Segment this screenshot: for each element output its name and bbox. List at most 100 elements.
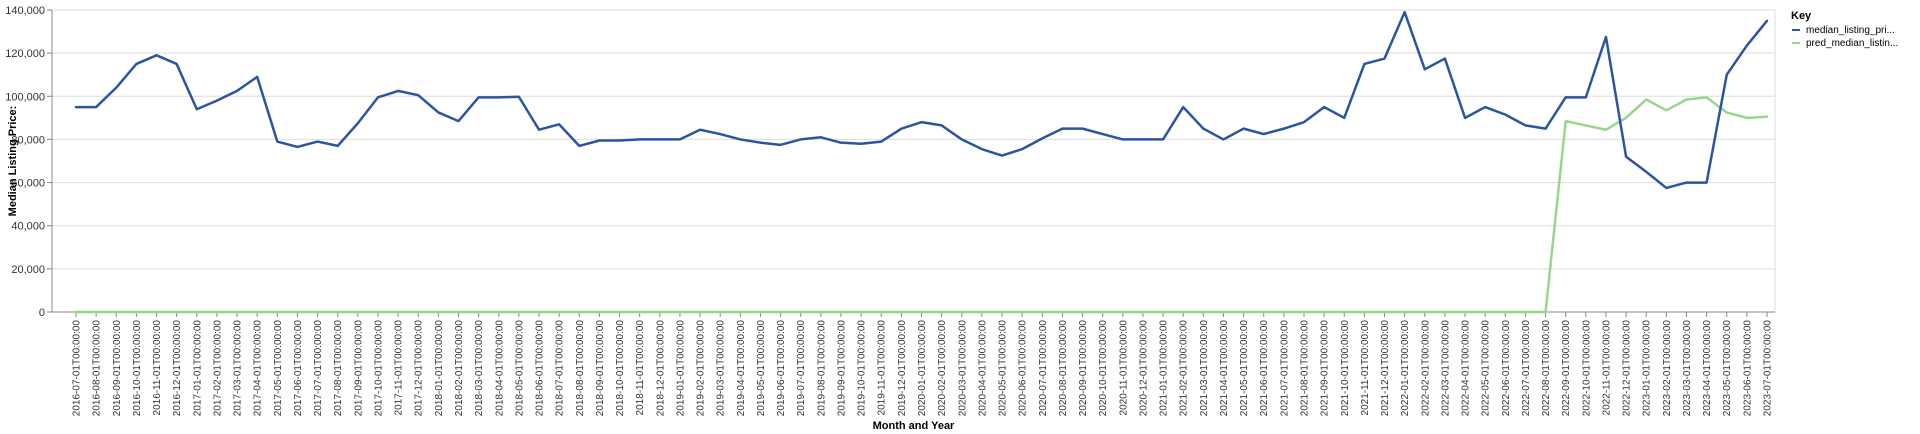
x-tick-label: 2021-08-01T00:00:00 — [1299, 320, 1310, 417]
x-tick-label: 2021-12-01T00:00:00 — [1380, 320, 1391, 417]
x-tick-label: 2021-05-01T00:00:00 — [1239, 320, 1250, 417]
x-tick-label: 2018-01-01T00:00:00 — [434, 320, 445, 417]
x-tick-label: 2017-07-01T00:00:00 — [313, 320, 324, 417]
x-tick-label: 2021-06-01T00:00:00 — [1259, 320, 1270, 417]
x-tick-label: 2016-09-01T00:00:00 — [112, 320, 123, 417]
x-tick-label: 2018-08-01T00:00:00 — [575, 320, 586, 417]
y-tick-label: 60,000 — [11, 178, 45, 190]
x-tick-label: 2017-01-01T00:00:00 — [192, 320, 203, 417]
x-tick-label: 2017-08-01T00:00:00 — [333, 320, 344, 417]
x-tick-label: 2016-12-01T00:00:00 — [172, 320, 183, 417]
x-tick-label: 2023-02-01T00:00:00 — [1662, 320, 1673, 417]
y-axis-title: Median Listing Price: — [7, 106, 19, 217]
x-tick-label: 2022-12-01T00:00:00 — [1622, 320, 1633, 417]
x-axis: 2016-07-01T00:00:00 2016-08-01T00:00:00 20… — [52, 311, 1775, 417]
x-tick-label: 2023-07-01T00:00:00 — [1763, 320, 1774, 417]
x-tick-label: 2017-03-01T00:00:00 — [233, 320, 244, 417]
x-tick-label: 2022-06-01T00:00:00 — [1501, 320, 1512, 417]
x-tick-label: 2022-03-01T00:00:00 — [1440, 320, 1451, 417]
y-tick-label: 100,000 — [5, 91, 45, 103]
x-tick-label: 2017-11-01T00:00:00 — [394, 320, 405, 416]
gridlines — [51, 9, 1776, 313]
x-tick-label: 2021-03-01T00:00:00 — [1199, 320, 1210, 417]
x-tick-label: 2020-01-01T00:00:00 — [917, 320, 928, 417]
y-axis: 0 20,000 40,000 60,000 80,000 100,000 120,000 1… — [5, 5, 53, 319]
x-tick-label: 2019-03-01T00:00:00 — [716, 320, 727, 417]
x-tick-label: 2018-11-01T00:00:00 — [635, 320, 646, 416]
y-tick-label: 0 — [39, 307, 45, 319]
legend-label-1: pred_median_listin... — [1806, 38, 1898, 49]
x-tick-label: 2021-02-01T00:00:00 — [1179, 320, 1190, 417]
legend-title: Key — [1791, 10, 1812, 22]
x-tick-label: 2022-02-01T00:00:00 — [1420, 320, 1431, 417]
x-tick-label: 2017-06-01T00:00:00 — [293, 320, 304, 417]
plot-frame — [51, 9, 1776, 313]
x-tick-label: 2022-11-01T00:00:00 — [1601, 320, 1612, 416]
x-tick-label: 2017-04-01T00:00:00 — [253, 320, 264, 417]
x-tick-label: 2021-01-01T00:00:00 — [1159, 320, 1170, 417]
x-tick-label: 2022-01-01T00:00:00 — [1400, 320, 1411, 417]
x-tick-label: 2019-07-01T00:00:00 — [796, 320, 807, 417]
x-tick-label: 2017-10-01T00:00:00 — [373, 320, 384, 417]
x-tick-label: 2019-08-01T00:00:00 — [816, 320, 827, 417]
x-tick-label: 2016-10-01T00:00:00 — [132, 320, 143, 417]
x-tick-label: 2022-08-01T00:00:00 — [1541, 320, 1552, 417]
legend-label-0: median_listing_pri... — [1806, 25, 1895, 36]
x-tick-label: 2023-01-01T00:00:00 — [1642, 320, 1653, 417]
x-tick-label: 2016-08-01T00:00:00 — [92, 320, 103, 417]
x-tick-label: 2017-09-01T00:00:00 — [353, 320, 364, 417]
x-tick-label: 2020-06-01T00:00:00 — [1018, 320, 1029, 417]
x-tick-label: 2018-07-01T00:00:00 — [555, 320, 566, 417]
x-tick-label: 2017-12-01T00:00:00 — [414, 320, 425, 417]
x-tick-label: 2019-01-01T00:00:00 — [675, 320, 686, 417]
series-line-0 — [74, 10, 1769, 190]
x-tick-label: 2021-09-01T00:00:00 — [1320, 320, 1331, 417]
x-tick-label: 2023-05-01T00:00:00 — [1722, 320, 1733, 417]
x-tick-label: 2018-05-01T00:00:00 — [514, 320, 525, 417]
x-tick-label: 2016-11-01T00:00:00 — [152, 320, 163, 416]
y-tick-label: 40,000 — [11, 221, 45, 233]
x-tick-label: 2018-02-01T00:00:00 — [454, 320, 465, 417]
x-tick-label: 2018-06-01T00:00:00 — [535, 320, 546, 417]
x-tick-label: 2019-04-01T00:00:00 — [736, 320, 747, 417]
legend: Key median_listing_pri... pred_median_lis… — [1791, 10, 1898, 49]
x-tick-label: 2020-08-01T00:00:00 — [1058, 320, 1069, 417]
x-tick-label: 2020-04-01T00:00:00 — [977, 320, 988, 417]
x-tick-label: 2022-05-01T00:00:00 — [1481, 320, 1492, 417]
x-tick-label: 2019-02-01T00:00:00 — [696, 320, 707, 417]
x-tick-label: 2020-12-01T00:00:00 — [1138, 320, 1149, 417]
x-tick-label: 2017-05-01T00:00:00 — [273, 320, 284, 417]
x-tick-label: 2021-04-01T00:00:00 — [1219, 320, 1230, 417]
x-tick-label: 2019-10-01T00:00:00 — [857, 320, 868, 417]
x-tick-label: 2020-05-01T00:00:00 — [998, 320, 1009, 417]
x-tick-label: 2019-12-01T00:00:00 — [897, 320, 908, 417]
x-tick-label: 2020-02-01T00:00:00 — [937, 320, 948, 417]
x-tick-label: 2018-04-01T00:00:00 — [494, 320, 505, 417]
x-tick-label: 2022-09-01T00:00:00 — [1561, 320, 1572, 417]
x-axis-title: Month and Year — [873, 420, 955, 432]
x-tick-label: 2019-05-01T00:00:00 — [756, 320, 767, 417]
x-tick-label: 2023-04-01T00:00:00 — [1702, 320, 1713, 417]
x-tick-label: 2022-04-01T00:00:00 — [1461, 320, 1472, 417]
y-tick-label: 140,000 — [5, 5, 45, 17]
y-tick-label: 80,000 — [11, 134, 45, 146]
x-tick-label: 2020-11-01T00:00:00 — [1118, 320, 1129, 416]
x-tick-label: 2018-10-01T00:00:00 — [615, 320, 626, 417]
x-tick-label: 2017-02-01T00:00:00 — [212, 320, 223, 417]
x-tick-label: 2018-12-01T00:00:00 — [655, 320, 666, 417]
series-line-1 — [74, 96, 1769, 314]
x-tick-label: 2021-11-01T00:00:00 — [1360, 320, 1371, 416]
x-tick-label: 2019-09-01T00:00:00 — [836, 320, 847, 417]
x-tick-label: 2021-07-01T00:00:00 — [1279, 320, 1290, 417]
x-tick-label: 2020-09-01T00:00:00 — [1078, 320, 1089, 417]
x-tick-label: 2023-03-01T00:00:00 — [1682, 320, 1693, 417]
series-lines — [74, 10, 1769, 314]
x-tick-label: 2022-07-01T00:00:00 — [1521, 320, 1532, 417]
y-tick-label: 120,000 — [5, 48, 45, 60]
x-tick-label: 2019-11-01T00:00:00 — [877, 320, 888, 416]
x-tick-label: 2023-06-01T00:00:00 — [1742, 320, 1753, 417]
x-tick-label: 2020-03-01T00:00:00 — [957, 320, 968, 417]
x-tick-label: 2022-10-01T00:00:00 — [1581, 320, 1592, 417]
x-tick-label: 2021-10-01T00:00:00 — [1340, 320, 1351, 417]
